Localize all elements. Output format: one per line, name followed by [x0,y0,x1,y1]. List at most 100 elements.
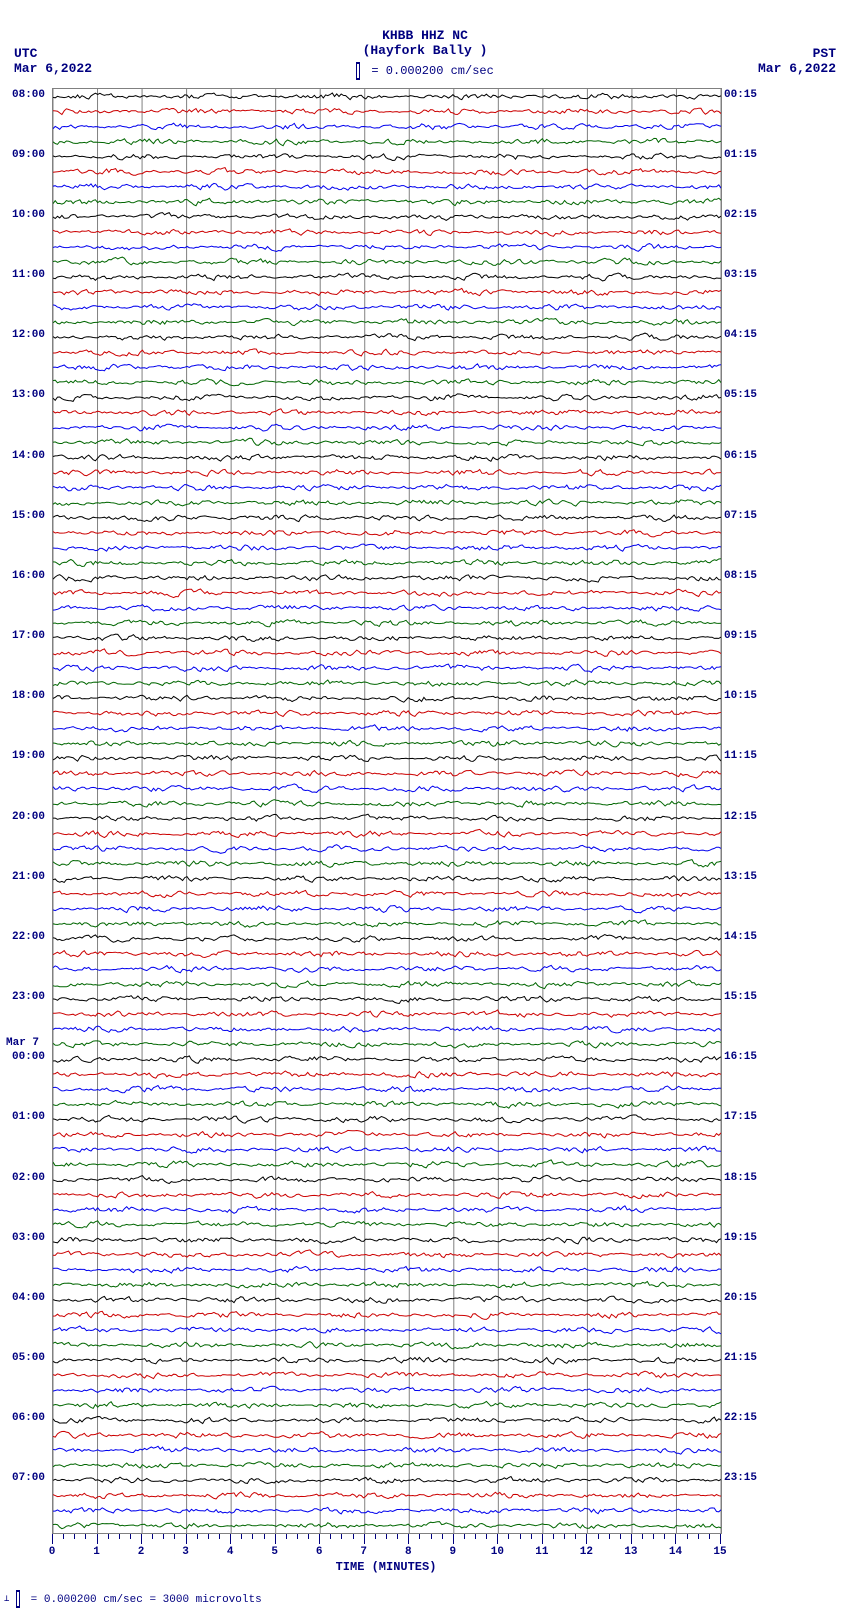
x-tick-minor [208,1534,209,1539]
station-location: (Hayfork Bally ) [0,43,850,58]
x-tick-minor [241,1534,242,1539]
x-tick-minor [341,1534,342,1539]
x-tick-label: 6 [316,1546,323,1558]
x-tick-major [542,1534,543,1544]
x-tick-label: 1 [93,1546,100,1558]
x-tick-major [141,1534,142,1544]
x-tick-major [319,1534,320,1544]
right-hour-label: 16:15 [724,1051,757,1063]
left-hour-label: 03:00 [12,1232,45,1244]
left-hour-label: 22:00 [12,931,45,943]
x-tick-minor [431,1534,432,1539]
right-hour-label: 11:15 [724,750,757,762]
x-tick-label: 7 [360,1546,367,1558]
x-tick-major [230,1534,231,1544]
x-tick-major [186,1534,187,1544]
x-tick-label: 8 [405,1546,412,1558]
right-hour-label: 23:15 [724,1472,757,1484]
right-hour-label: 21:15 [724,1352,757,1364]
x-tick-minor [397,1534,398,1539]
left-hour-label: 18:00 [12,690,45,702]
header-center: KHBB HHZ NC (Hayfork Bally ) [0,0,850,58]
right-hour-label: 10:15 [724,690,757,702]
scale-legend: = 0.000200 cm/sec [0,62,850,80]
x-tick-major [497,1534,498,1544]
date-right-label: Mar 6,2022 [758,61,836,76]
x-tick-minor [174,1534,175,1539]
x-tick-minor [252,1534,253,1539]
x-tick-label: 2 [138,1546,145,1558]
x-axis: TIME (MINUTES) 0123456789101112131415 [52,1534,720,1584]
seismic-traces [53,89,721,1533]
right-hour-label: 14:15 [724,931,757,943]
right-hour-label: 13:15 [724,871,757,883]
right-hour-label: 22:15 [724,1412,757,1424]
x-tick-major [275,1534,276,1544]
right-hour-label: 01:15 [724,149,757,161]
date-marker-left: Mar 7 [6,1037,39,1049]
left-hour-label: 00:00 [12,1051,45,1063]
right-hour-label: 20:15 [724,1292,757,1304]
left-hour-label: 16:00 [12,570,45,582]
scale-bar-icon [356,62,360,80]
x-tick-label: 14 [669,1546,682,1558]
right-hour-label: 04:15 [724,329,757,341]
x-tick-major [586,1534,587,1544]
x-tick-minor [564,1534,565,1539]
left-hour-label: 01:00 [12,1111,45,1123]
x-tick-minor [375,1534,376,1539]
footer-scale-bar-icon [16,1590,20,1608]
x-tick-minor [353,1534,354,1539]
x-tick-minor [653,1534,654,1539]
x-tick-minor [687,1534,688,1539]
left-hour-label: 02:00 [12,1172,45,1184]
x-tick-label: 10 [491,1546,504,1558]
x-tick-minor [152,1534,153,1539]
seismogram-container: KHBB HHZ NC (Hayfork Bally ) UTC Mar 6,2… [0,0,850,1613]
x-tick-label: 3 [182,1546,189,1558]
x-tick-minor [297,1534,298,1539]
x-tick-label: 13 [624,1546,637,1558]
left-hour-label: 08:00 [12,89,45,101]
x-tick-major [97,1534,98,1544]
x-tick-minor [486,1534,487,1539]
left-hour-label: 17:00 [12,630,45,642]
tz-right-label: PST [758,46,836,61]
right-hour-label: 00:15 [724,89,757,101]
x-tick-minor [508,1534,509,1539]
left-hour-label: 15:00 [12,510,45,522]
x-tick-label: 4 [227,1546,234,1558]
right-hour-label: 06:15 [724,450,757,462]
left-hour-label: 06:00 [12,1412,45,1424]
right-hour-label: 12:15 [724,811,757,823]
footer-text: = 0.000200 cm/sec = 3000 microvolts [31,1594,262,1606]
x-tick-label: 15 [713,1546,726,1558]
x-tick-minor [264,1534,265,1539]
x-tick-minor [531,1534,532,1539]
x-tick-major [675,1534,676,1544]
right-hour-label: 03:15 [724,269,757,281]
left-hour-label: 12:00 [12,329,45,341]
x-tick-minor [108,1534,109,1539]
left-hour-label: 04:00 [12,1292,45,1304]
left-hour-label: 23:00 [12,991,45,1003]
x-tick-label: 9 [449,1546,456,1558]
right-hour-label: 18:15 [724,1172,757,1184]
right-hour-label: 15:15 [724,991,757,1003]
x-tick-major [408,1534,409,1544]
x-tick-minor [698,1534,699,1539]
x-tick-minor [475,1534,476,1539]
header-left: UTC Mar 6,2022 [14,46,92,76]
x-tick-minor [219,1534,220,1539]
right-hour-label: 07:15 [724,510,757,522]
left-hour-label: 13:00 [12,389,45,401]
right-hour-label: 19:15 [724,1232,757,1244]
left-hour-label: 14:00 [12,450,45,462]
x-tick-minor [197,1534,198,1539]
x-tick-minor [575,1534,576,1539]
footer-scale: ⊥ = 0.000200 cm/sec = 3000 microvolts [4,1590,262,1608]
x-tick-minor [664,1534,665,1539]
date-left-label: Mar 6,2022 [14,61,92,76]
x-tick-minor [642,1534,643,1539]
x-tick-label: 5 [271,1546,278,1558]
